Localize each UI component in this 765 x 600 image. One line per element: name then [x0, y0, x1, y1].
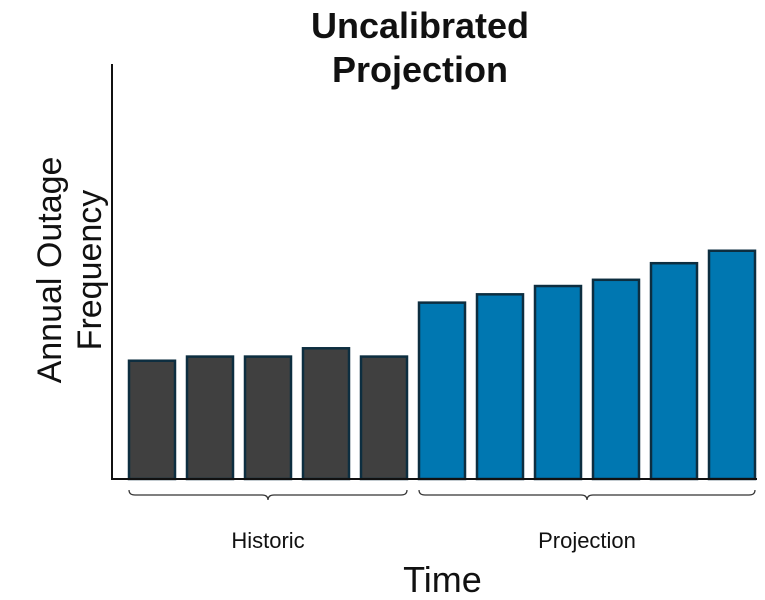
chart-title: Uncalibrated Projection — [220, 4, 620, 92]
bar-10 — [649, 261, 699, 481]
bar-8 — [533, 284, 583, 481]
group-bracket-1 — [128, 489, 408, 501]
group-brackets-layer: Historic Projection — [128, 489, 756, 553]
bar-6 — [417, 301, 467, 481]
group-bracket-2 — [418, 489, 756, 501]
bar-9 — [591, 278, 641, 481]
bar-5 — [359, 355, 409, 481]
bar-2 — [185, 355, 235, 481]
chart-title-line-1: Uncalibrated — [310, 5, 530, 46]
group-label-2: Projection — [538, 528, 636, 553]
group-label-1: Historic — [231, 528, 304, 553]
x-axis-label: Time — [403, 559, 482, 600]
bar-4 — [301, 347, 351, 481]
bar-1 — [127, 359, 177, 481]
bars-layer — [127, 249, 757, 481]
chart-title-line-2: Projection — [331, 49, 509, 90]
bar-11 — [707, 249, 757, 481]
bar-3 — [243, 355, 293, 481]
bar-7 — [475, 293, 525, 481]
